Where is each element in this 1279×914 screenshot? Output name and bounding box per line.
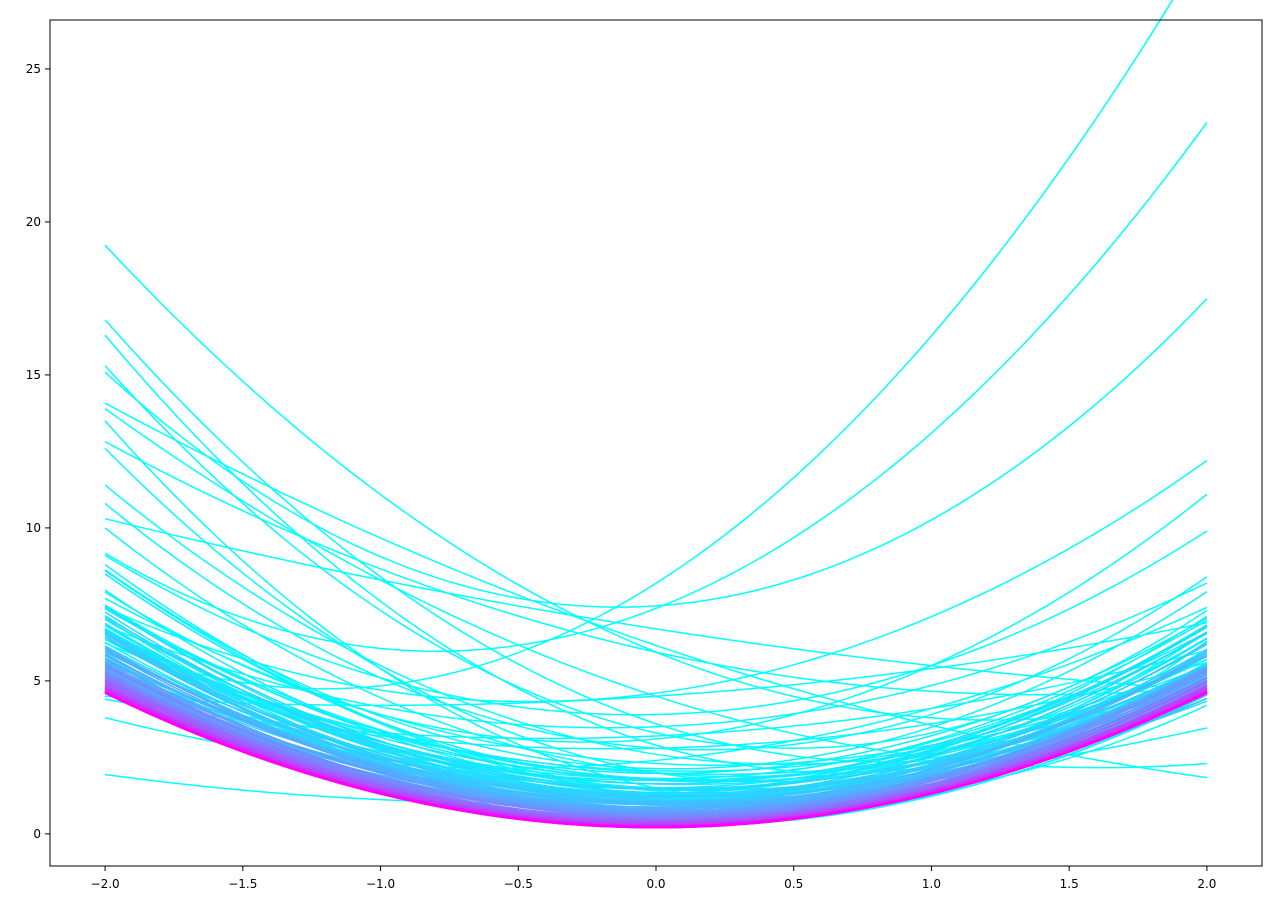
y-axis: 0 5 10 15 20 25 [26,62,50,841]
series-line [104,459,1208,703]
y-tick-label: 10 [26,521,41,535]
series-line [104,518,1207,691]
series-line [105,622,1208,707]
x-tick-label: −1.5 [228,877,257,891]
x-tick-label: 1.5 [1060,877,1079,891]
x-axis: −2.0 −1.5 −1.0 −0.5 0.0 0.5 1.0 1.5 2.0 [91,866,1216,891]
x-tick-label: 2.0 [1197,877,1216,891]
x-tick-label: 1.0 [922,877,941,891]
y-tick-label: 20 [26,215,41,229]
y-tick-label: 15 [26,368,41,382]
x-tick-label: −0.5 [504,877,533,891]
series-line [104,493,1208,743]
series-line [104,691,1208,829]
series-line [104,244,1208,721]
y-tick-label: 25 [26,62,41,76]
series-line [104,298,1208,608]
series-line [104,608,1208,775]
series-line [104,122,1208,653]
x-tick-label: 0.0 [646,877,665,891]
series-line [104,582,1208,729]
series-layer [104,0,1208,829]
series-line [104,615,1208,794]
series-line [104,530,1208,716]
series-line [104,569,1208,770]
y-tick-label: 5 [33,674,41,688]
y-tick-label: 0 [33,827,41,841]
series-line [104,440,1207,696]
x-tick-label: −1.0 [366,877,395,891]
series-line [104,0,1174,690]
x-tick-label: 0.5 [784,877,803,891]
x-tick-label: −2.0 [91,877,120,891]
series-line [104,632,1208,802]
